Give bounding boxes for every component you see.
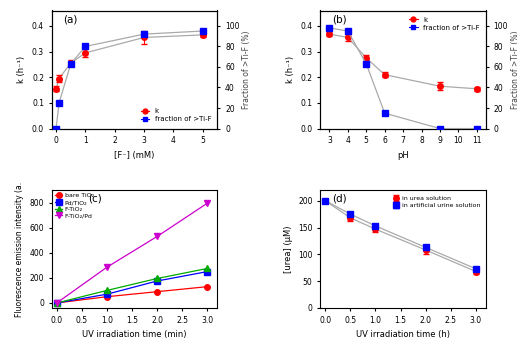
Y-axis label: Fluorescence emission intensity (a.: Fluorescence emission intensity (a. — [15, 181, 24, 316]
Y-axis label: Fraction of >Ti-F (%): Fraction of >Ti-F (%) — [511, 30, 517, 109]
F-TiO₂ — [204, 266, 210, 271]
Y-axis label: k (h⁻¹): k (h⁻¹) — [286, 56, 295, 83]
Y-axis label: k (h⁻¹): k (h⁻¹) — [18, 56, 26, 83]
Text: (a): (a) — [63, 14, 78, 24]
Text: (d): (d) — [332, 194, 346, 203]
Pd/TiO₂ — [154, 279, 160, 283]
F-TiO₂/Pd — [154, 234, 160, 238]
Pd/TiO₂ — [104, 292, 110, 296]
F-TiO₂/Pd — [204, 201, 210, 205]
X-axis label: UV irradiation time (h): UV irradiation time (h) — [356, 330, 450, 339]
Line: F-TiO₂: F-TiO₂ — [54, 266, 210, 306]
Line: Pd/TiO₂: Pd/TiO₂ — [54, 269, 210, 306]
Text: (b): (b) — [332, 14, 346, 24]
Pd/TiO₂ — [54, 301, 60, 305]
F-TiO₂/Pd — [104, 265, 110, 269]
F-TiO₂ — [54, 301, 60, 305]
Text: (c): (c) — [88, 194, 102, 203]
Legend: k, fraction of >Ti-F: k, fraction of >Ti-F — [138, 105, 214, 125]
Y-axis label: [urea] (μM): [urea] (μM) — [283, 225, 293, 273]
Line: F-TiO₂/Pd: F-TiO₂/Pd — [54, 200, 210, 306]
X-axis label: pH: pH — [397, 151, 409, 160]
Legend: k, fraction of >Ti-F: k, fraction of >Ti-F — [406, 14, 482, 34]
X-axis label: [F⁻] (mM): [F⁻] (mM) — [114, 151, 155, 160]
bare TiO₂ — [104, 295, 110, 299]
Line: bare TiO₂: bare TiO₂ — [54, 284, 210, 306]
Y-axis label: Fraction of >Ti-F (%): Fraction of >Ti-F (%) — [242, 30, 251, 109]
F-TiO₂ — [104, 288, 110, 293]
Legend: bare TiO₂, Pd/TiO₂, F-TiO₂, F-TiO₂/Pd: bare TiO₂, Pd/TiO₂, F-TiO₂, F-TiO₂/Pd — [55, 193, 94, 218]
bare TiO₂ — [54, 301, 60, 305]
bare TiO₂ — [204, 285, 210, 289]
X-axis label: UV irradiation time (min): UV irradiation time (min) — [82, 330, 187, 339]
F-TiO₂/Pd — [54, 301, 60, 305]
F-TiO₂ — [154, 276, 160, 281]
Pd/TiO₂ — [204, 270, 210, 274]
bare TiO₂ — [154, 289, 160, 294]
Legend: in urea solution, in artificial urine solution: in urea solution, in artificial urine so… — [389, 193, 483, 211]
